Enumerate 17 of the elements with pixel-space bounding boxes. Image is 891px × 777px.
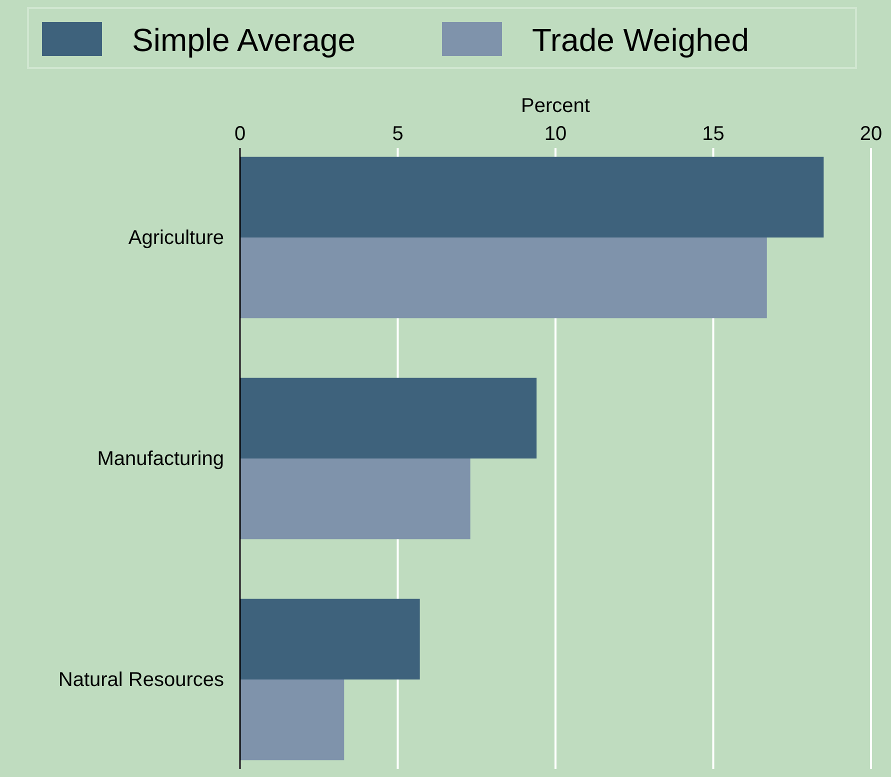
- x-tick-label: 0: [234, 123, 246, 145]
- x-tick-label: 20: [860, 123, 882, 145]
- bar: [240, 238, 767, 318]
- x-tick-label: 15: [702, 123, 724, 145]
- y-tick-label: Agriculture: [128, 226, 224, 249]
- bar: [240, 598, 420, 680]
- bar: [240, 679, 344, 760]
- bar: [240, 378, 537, 458]
- legend-label: Trade Weighed: [532, 22, 750, 58]
- y-tick-label: Manufacturing: [97, 448, 224, 470]
- legend-label: Simple Average: [132, 22, 356, 58]
- bar: [240, 156, 824, 238]
- x-tick-label: 10: [544, 123, 567, 145]
- x-tick-label: 5: [392, 123, 404, 145]
- x-axis-title: Percent: [521, 95, 590, 117]
- y-tick-label: Natural Resources: [58, 668, 224, 691]
- bar: [240, 458, 470, 540]
